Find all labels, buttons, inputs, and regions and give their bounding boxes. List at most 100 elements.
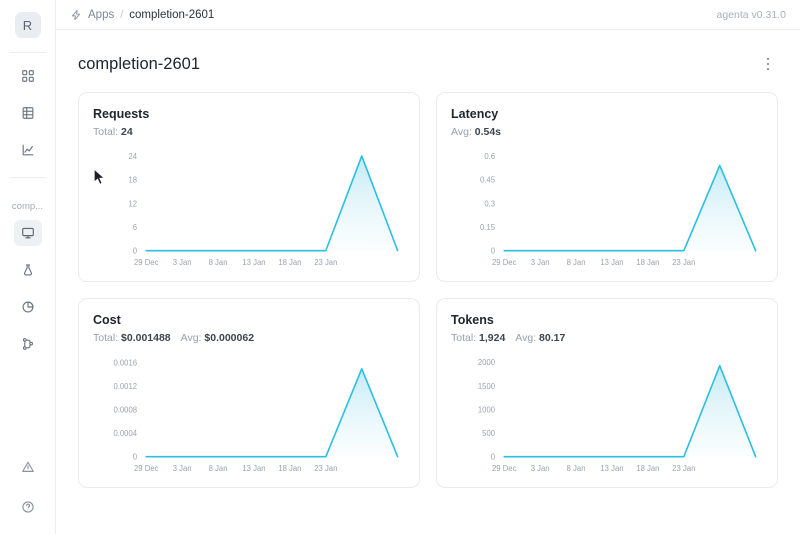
metric-card-tokens: Tokens Total: 1,924 Avg: 80.17 0 500 1000 1500… (436, 298, 778, 488)
x-tick-label: 23 Jan (672, 258, 695, 267)
sidebar-item-evaluations[interactable] (14, 257, 42, 283)
card-stats: Total: 24 (93, 126, 405, 138)
sidebar-item-help[interactable] (14, 494, 42, 520)
evaluations-flask-icon (21, 263, 35, 277)
y-tick-label: 12 (128, 199, 137, 208)
card-stats: Total: 1,924 Avg: 80.17 (451, 332, 763, 344)
y-tick-label: 0 (133, 452, 138, 461)
stat-label: Total: (451, 332, 480, 344)
playground-monitor-icon (21, 226, 35, 240)
plot-area-latency[interactable]: 0 0.15 0.3 0.45 0.6 29 Dec 3 Jan 8 Jan 13 Jan 18 … (451, 146, 763, 273)
y-tick-label: 6 (133, 223, 138, 232)
kebab-dot (766, 62, 770, 66)
stat-value: 24 (121, 126, 133, 138)
sidebar-item-apps[interactable] (14, 63, 42, 89)
topbar: Apps / completion-2601 agenta v0.31.0 (56, 0, 800, 30)
sidebar-item-playground[interactable] (13, 220, 42, 246)
stat-value: 1,924 (479, 332, 506, 344)
sidebar-workspace-label: comp... (11, 201, 44, 212)
x-tick-label: 13 Jan (242, 464, 265, 473)
sidebar-bottom-nav (14, 454, 42, 534)
y-tick-label: 0.0008 (113, 405, 137, 414)
stat-label: Avg: (451, 126, 475, 138)
plot-area-requests[interactable]: 0 6 12 18 24 29 Dec 3 Jan 8 Jan 13 Jan 18 Jan 23 J… (93, 146, 405, 273)
stat-label: Avg: (180, 332, 205, 344)
y-tick-label: 0.3 (484, 199, 495, 208)
x-tick-label: 29 Dec (134, 258, 158, 267)
breadcrumb-current: completion-2601 (129, 8, 215, 21)
x-tick-label: 18 Jan (278, 258, 301, 267)
series-line (504, 366, 755, 457)
sidebar-item-report[interactable] (14, 454, 42, 480)
card-title: Tokens (451, 313, 494, 327)
stat-value: $0.001488 (121, 332, 171, 344)
y-tick-label: 1000 (478, 405, 496, 414)
page-title: completion-2601 (78, 54, 200, 73)
metric-card-latency: Latency Avg: 0.54s 0 0.15 0.3 0.45 0.6 29 Dec 3 … (436, 92, 778, 282)
y-tick-label: 0.0004 (113, 429, 137, 438)
page-header: completion-2601 (78, 30, 778, 92)
y-tick-label: 0.15 (480, 223, 495, 232)
breadcrumb-apps[interactable]: Apps (88, 8, 115, 21)
stat-value: $0.000062 (204, 332, 255, 344)
breadcrumb: Apps / completion-2601 (70, 9, 214, 21)
content: completion-2601 Requests Total: 24 0 6 12 18 2… (56, 30, 800, 534)
stat-value: 80.17 (539, 332, 566, 344)
x-tick-label: 3 Jan (531, 258, 550, 267)
lightning-bolt-icon (70, 9, 82, 21)
card-title: Requests (93, 107, 150, 121)
main-area: Apps / completion-2601 agenta v0.31.0 co… (56, 0, 800, 534)
y-tick-label: 2000 (478, 358, 496, 367)
help-circle-icon (21, 500, 35, 514)
x-tick-label: 18 Jan (636, 258, 659, 267)
y-tick-label: 0 (491, 246, 496, 255)
x-tick-label: 29 Dec (492, 464, 516, 473)
sidebar: R (0, 0, 56, 534)
series-line (146, 369, 397, 457)
stat-value: 0.54s (474, 126, 502, 138)
avatar[interactable]: R (14, 12, 41, 38)
y-tick-label: 24 (128, 152, 137, 161)
sidebar-item-variants[interactable] (14, 331, 42, 357)
sidebar-item-observability[interactable] (14, 137, 42, 163)
metric-card-cost: Cost Total: $0.001488 Avg: $0.000062 0 0.000… (78, 298, 420, 488)
apps-grid-icon (21, 69, 35, 83)
x-tick-label: 3 Jan (531, 464, 550, 473)
stat-pair: Avg: $0.000062 (181, 332, 254, 344)
stat-pair: Total: 24 (93, 126, 133, 138)
version-label: agenta v0.31.0 (716, 8, 786, 21)
y-tick-label: 0 (491, 452, 496, 461)
sidebar-item-registry[interactable] (14, 100, 42, 126)
kebab-menu-icon[interactable] (758, 54, 778, 74)
x-tick-label: 13 Jan (600, 464, 623, 473)
y-tick-label: 18 (128, 175, 137, 184)
avatar-label: R (22, 17, 33, 33)
x-tick-label: 23 Jan (314, 258, 337, 267)
sidebar-item-overview[interactable] (14, 294, 42, 320)
series-line (146, 156, 397, 251)
card-title: Cost (93, 313, 121, 327)
stat-label: Total: (93, 332, 122, 344)
overview-donut-icon (21, 300, 35, 314)
x-tick-label: 8 Jan (209, 258, 228, 267)
x-tick-label: 18 Jan (636, 464, 659, 473)
breadcrumb-separator: / (120, 8, 124, 21)
sidebar-divider-mid (9, 177, 46, 178)
plot-area-cost[interactable]: 0 0.0004 0.0008 0.0012 0.0016 29 Dec 3 Jan 8 Ja… (93, 352, 405, 479)
x-tick-label: 29 Dec (492, 258, 516, 267)
line-chart-icon (21, 143, 35, 157)
x-tick-label: 3 Jan (173, 258, 192, 267)
y-tick-label: 1500 (478, 381, 496, 390)
plot-area-tokens[interactable]: 0 500 1000 1500 2000 29 Dec 3 Jan 8 Jan 13 Jan 18… (451, 352, 763, 479)
y-tick-label: 0.6 (484, 152, 495, 161)
metric-card-requests: Requests Total: 24 0 6 12 18 24 29 Dec 3 Jan 8 Ja… (78, 92, 420, 282)
card-stats: Avg: 0.54s (451, 126, 763, 138)
card-title: Latency (451, 107, 499, 121)
x-tick-label: 23 Jan (314, 464, 337, 473)
variants-branch-icon (21, 337, 35, 351)
x-tick-label: 23 Jan (672, 464, 695, 473)
sidebar-divider-top (9, 52, 46, 53)
x-tick-label: 3 Jan (173, 464, 192, 473)
series-area (146, 156, 398, 251)
series-area (146, 368, 398, 457)
